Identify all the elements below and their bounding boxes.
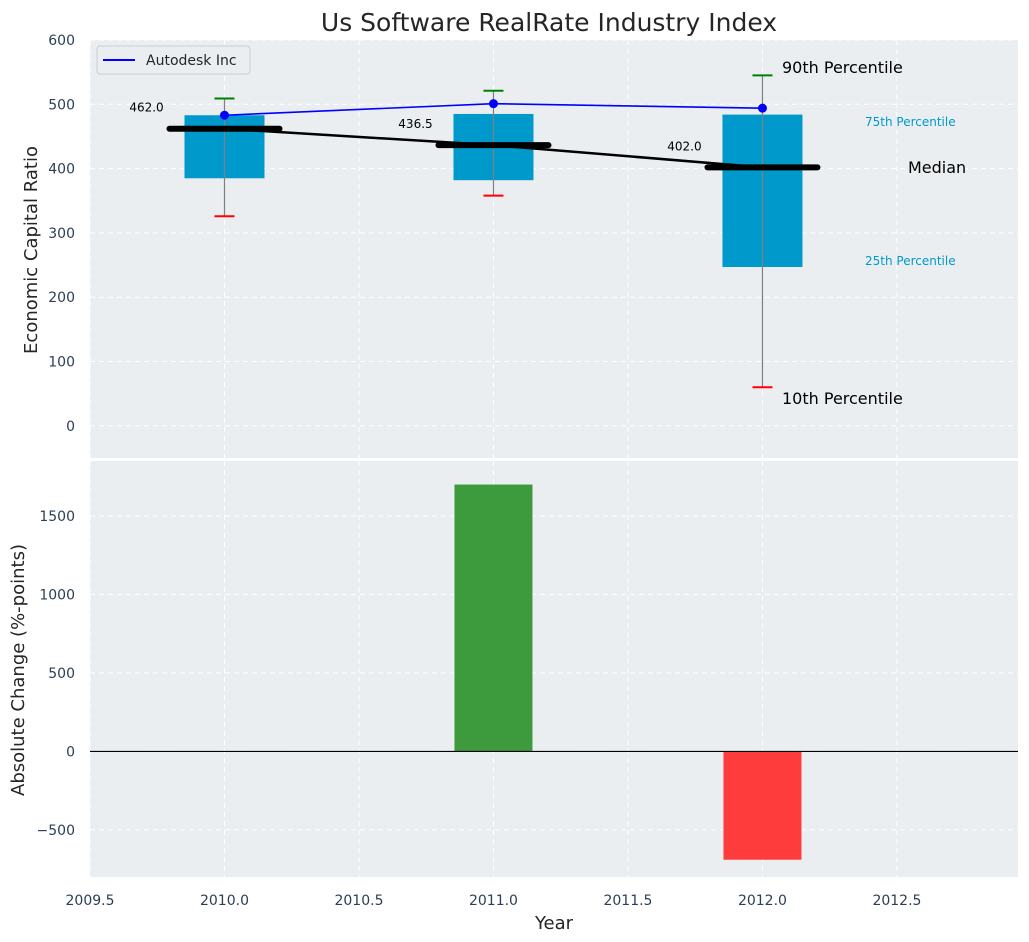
top-plot-panel: 0 100 200 300 400 500 600 462.0 436.5 402.0 90th… xyxy=(48,33,1018,458)
top-y-tick-label: 500 xyxy=(48,97,75,113)
p90-annotation: 90th Percentile xyxy=(782,58,903,77)
x-axis-label: Year xyxy=(534,913,574,934)
top-y-tick-labels: 0 100 200 300 400 500 600 xyxy=(48,33,75,435)
x-tick-label: 2010.5 xyxy=(334,893,383,909)
bottom-y-tick-label: 1000 xyxy=(39,587,75,603)
median-value-label: 436.5 xyxy=(398,117,432,131)
top-grid xyxy=(89,39,1018,458)
x-tick-label: 2009.5 xyxy=(66,893,115,909)
series-point xyxy=(757,103,767,113)
autodesk-series xyxy=(219,99,767,120)
bottom-y-tick-label: 500 xyxy=(48,666,75,682)
x-tick-label: 2011.5 xyxy=(603,893,652,909)
median-value-label: 402.0 xyxy=(667,139,701,153)
top-y-tick-label: 100 xyxy=(48,355,75,371)
percentile-annotations: 90th Percentile 75th Percentile Median 2… xyxy=(782,58,966,408)
bottom-plot-background xyxy=(90,461,1018,877)
top-plot-background xyxy=(90,40,1018,458)
x-tick-labels: 2009.5 2010.0 2010.5 2011.0 2011.5 2012.0 2012… xyxy=(66,893,922,909)
legend: Autodesk Inc xyxy=(96,45,251,75)
p75-annotation: 75th Percentile xyxy=(865,115,956,129)
legend-label: Autodesk Inc xyxy=(146,53,237,69)
series-point xyxy=(219,110,229,120)
bottom-y-tick-label: 0 xyxy=(66,744,75,760)
percentile-boxes: 462.0 436.5 402.0 xyxy=(129,74,821,389)
x-tick-label: 2010.0 xyxy=(200,893,249,909)
change-bars xyxy=(90,484,1018,860)
p10-annotation: 10th Percentile xyxy=(782,389,903,408)
x-tick-label: 2012.5 xyxy=(872,893,921,909)
top-y-tick-label: 300 xyxy=(48,226,75,242)
bottom-y-tick-label: 1500 xyxy=(39,509,75,525)
bottom-y-axis-label: Absolute Change (%-points) xyxy=(8,544,29,796)
x-tick-label: 2011.0 xyxy=(469,893,518,909)
legend-frame xyxy=(96,45,251,75)
top-y-tick-label: 200 xyxy=(48,290,75,306)
top-y-tick-label: 400 xyxy=(48,162,75,178)
series-point xyxy=(488,99,498,109)
top-y-axis-label: Economic Capital Ratio xyxy=(21,146,42,354)
p25-annotation: 25th Percentile xyxy=(865,254,956,268)
median-annotation: Median xyxy=(908,158,966,177)
bottom-y-tick-label: −500 xyxy=(37,823,75,839)
chart-title: Us Software RealRate Industry Index xyxy=(321,8,777,37)
change-bar xyxy=(723,751,802,860)
x-tick-label: 2012.0 xyxy=(738,893,787,909)
top-y-tick-label: 600 xyxy=(48,33,75,49)
bottom-y-tick-labels: −500 0 500 1000 1500 xyxy=(37,509,75,839)
bottom-plot-panel: −500 0 500 1000 1500 2009.5 2010.0 2010.5 2011.… xyxy=(37,461,1018,909)
median-trend-line xyxy=(224,127,763,169)
median-value-label: 462.0 xyxy=(129,101,163,115)
change-bar xyxy=(454,484,533,752)
top-y-tick-label: 0 xyxy=(66,419,75,435)
